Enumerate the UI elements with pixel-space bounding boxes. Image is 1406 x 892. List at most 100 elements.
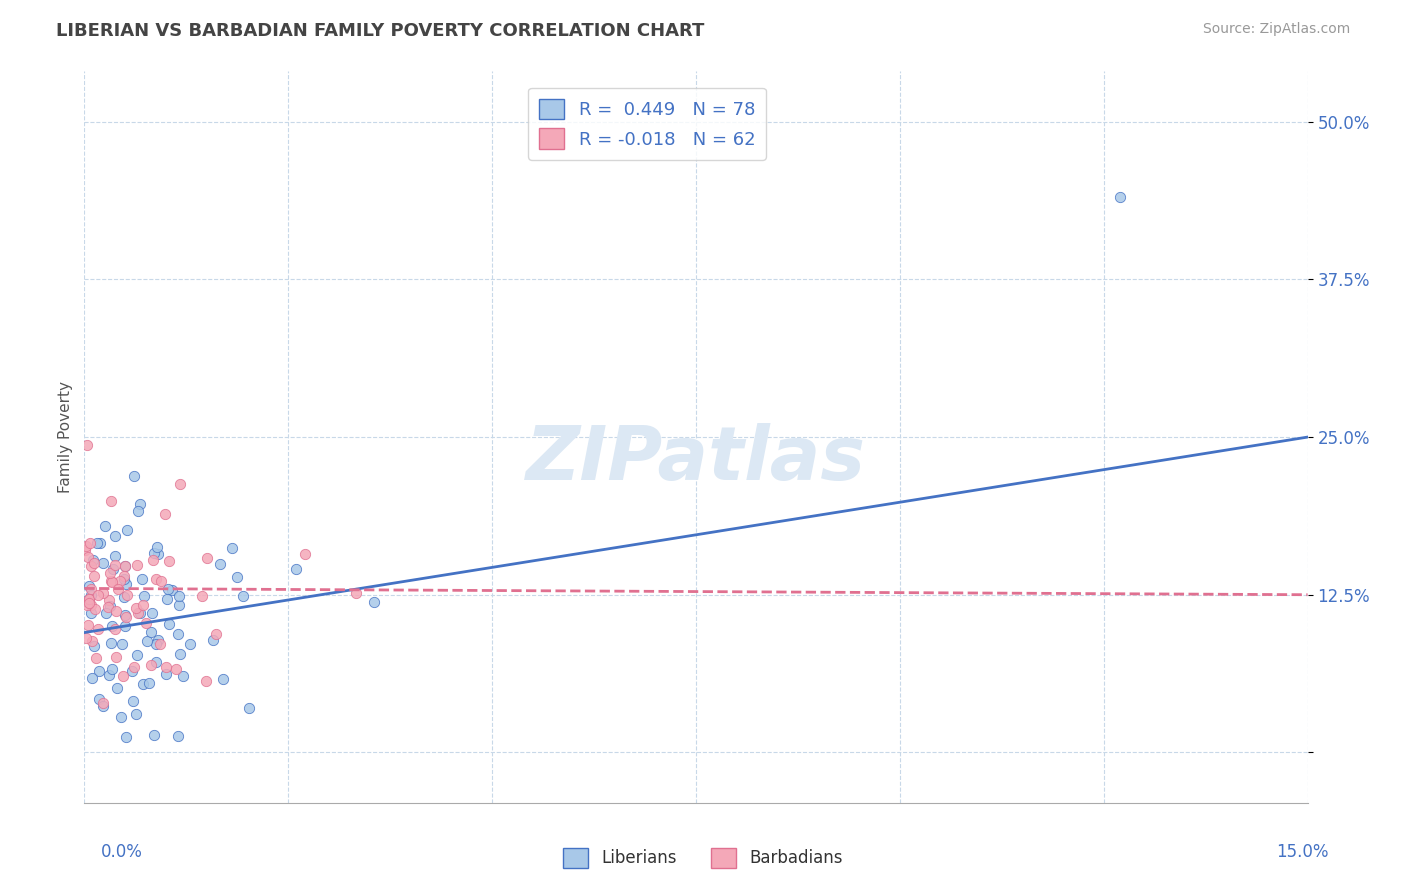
Point	[135, 615, 157, 630]
Point	[83, 640, 105, 654]
Point	[150, 574, 173, 588]
Point	[205, 627, 228, 641]
Point	[115, 610, 138, 624]
Point	[89, 536, 111, 550]
Point	[76, 438, 98, 452]
Point	[114, 607, 136, 622]
Point	[132, 677, 155, 691]
Point	[98, 668, 121, 682]
Point	[98, 599, 121, 614]
Point	[169, 477, 191, 491]
Point	[153, 507, 176, 521]
Point	[121, 694, 143, 708]
Point	[80, 558, 103, 573]
Point	[101, 662, 124, 676]
Text: ZIPatlas: ZIPatlas	[526, 423, 866, 496]
Point	[124, 468, 146, 483]
Point	[84, 601, 107, 615]
Point	[75, 593, 97, 607]
Point	[98, 592, 121, 607]
Point	[191, 589, 214, 603]
Point	[77, 579, 100, 593]
Point	[112, 590, 135, 604]
Point	[77, 592, 100, 607]
Point	[93, 699, 115, 714]
Point	[82, 553, 104, 567]
Point	[167, 589, 190, 603]
Point	[129, 497, 152, 511]
Point	[129, 606, 152, 620]
Y-axis label: Family Poverty: Family Poverty	[58, 381, 73, 493]
Point	[238, 700, 260, 714]
Point	[115, 524, 138, 538]
Point	[141, 606, 163, 620]
Point	[75, 632, 97, 646]
Point	[114, 619, 136, 633]
Point	[139, 625, 162, 640]
Point	[75, 540, 97, 554]
Point	[127, 607, 149, 621]
Text: 0.0%: 0.0%	[101, 843, 143, 861]
Point	[112, 572, 135, 586]
Legend: Liberians, Barbadians: Liberians, Barbadians	[557, 841, 849, 875]
Point	[121, 664, 143, 678]
Point	[141, 657, 163, 672]
Point	[83, 556, 105, 570]
Point	[98, 566, 121, 580]
Point	[100, 574, 122, 588]
Point	[142, 546, 165, 560]
Point	[132, 589, 155, 603]
Point	[104, 528, 127, 542]
Point	[104, 549, 127, 563]
Point	[131, 573, 153, 587]
Point	[146, 540, 169, 554]
Point	[77, 596, 100, 610]
Point	[108, 574, 131, 588]
Point	[212, 672, 235, 686]
Point	[86, 622, 108, 636]
Point	[100, 636, 122, 650]
Point	[105, 681, 128, 695]
Point	[80, 598, 103, 612]
Point	[141, 553, 163, 567]
Point	[145, 636, 167, 650]
Point	[135, 634, 157, 648]
Point	[100, 494, 122, 508]
Point	[105, 604, 128, 618]
Point	[201, 633, 224, 648]
Point	[166, 729, 188, 743]
Point	[344, 586, 367, 600]
Point	[157, 554, 180, 568]
Point	[125, 600, 148, 615]
Point	[91, 586, 114, 600]
Point	[149, 637, 172, 651]
Point	[114, 577, 136, 591]
Point	[114, 559, 136, 574]
Point	[145, 572, 167, 586]
Point	[83, 569, 105, 583]
Point	[156, 592, 179, 607]
Point	[79, 535, 101, 549]
Point	[138, 676, 160, 690]
Point	[125, 648, 148, 662]
Text: LIBERIAN VS BARBADIAN FAMILY POVERTY CORRELATION CHART: LIBERIAN VS BARBADIAN FAMILY POVERTY COR…	[56, 22, 704, 40]
Point	[167, 627, 190, 641]
Point	[363, 594, 385, 608]
Point	[145, 655, 167, 669]
Point	[76, 549, 98, 564]
Point	[80, 606, 103, 620]
Point	[80, 588, 103, 602]
Point	[77, 591, 100, 606]
Point	[143, 727, 166, 741]
Point	[114, 558, 136, 573]
Point	[75, 542, 97, 557]
Point	[148, 547, 170, 561]
Point	[132, 598, 155, 612]
Point	[91, 697, 114, 711]
Point	[76, 598, 98, 612]
Point	[100, 575, 122, 590]
Point	[127, 504, 149, 518]
Point	[294, 547, 316, 561]
Point	[172, 669, 194, 683]
Point	[160, 582, 183, 597]
